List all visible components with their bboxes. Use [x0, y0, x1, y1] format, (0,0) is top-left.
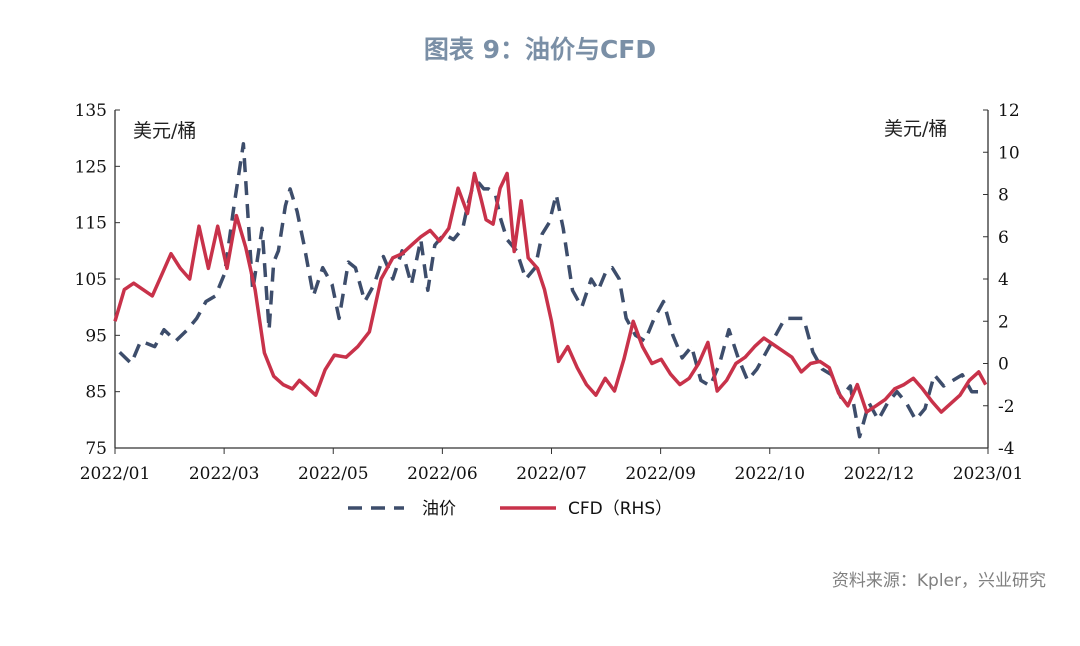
x-tick-label: 2022/05	[298, 464, 369, 484]
chart-title: 图表 9：油价与CFD	[423, 35, 657, 64]
right-tick-label: 12	[998, 101, 1020, 121]
left-tick-label: 85	[85, 383, 107, 403]
x-tick-label: 2023/01	[953, 464, 1024, 484]
x-tick-label: 2022/06	[407, 464, 478, 484]
legend-cfd-label: CFD（RHS）	[568, 499, 672, 519]
legend-oil-label: 油价	[422, 499, 456, 519]
left-axis-unit: 美元/桶	[133, 120, 196, 142]
cfd-line	[113, 171, 988, 414]
right-tick-label: -4	[998, 439, 1015, 459]
x-tick-label: 2022/07	[516, 464, 587, 484]
x-tick-label: 2022/12	[844, 464, 915, 484]
right-tick-label: 4	[998, 270, 1009, 290]
legend: 油价 CFD（RHS）	[348, 499, 672, 519]
right-axis-unit: 美元/桶	[884, 118, 947, 140]
axes: 75 85 95 105 115 125 135 -4 -2 0 2 4 6 8 10 12 2022/01 20…	[75, 101, 1024, 484]
left-tick-label: 95	[85, 326, 107, 346]
left-tick-label: 75	[85, 439, 107, 459]
x-tick-label: 2022/10	[734, 464, 805, 484]
right-tick-label: 0	[998, 355, 1009, 375]
x-tick-label: 2022/01	[80, 464, 151, 484]
left-tick-label: 125	[75, 157, 107, 177]
source-note: 资料来源：Kpler，兴业研究	[831, 571, 1046, 591]
right-tick-label: 6	[998, 228, 1009, 248]
oil-price-line	[118, 142, 984, 439]
series-layer	[113, 142, 988, 439]
x-tick-label: 2022/03	[189, 464, 260, 484]
right-tick-label: -2	[998, 397, 1015, 417]
left-tick-label: 105	[75, 270, 107, 290]
right-tick-label: 2	[998, 312, 1009, 332]
right-tick-label: 10	[998, 143, 1020, 163]
left-tick-label: 135	[75, 101, 107, 121]
x-tick-label: 2022/09	[625, 464, 696, 484]
left-tick-label: 115	[75, 214, 107, 234]
right-tick-label: 8	[998, 186, 1009, 206]
